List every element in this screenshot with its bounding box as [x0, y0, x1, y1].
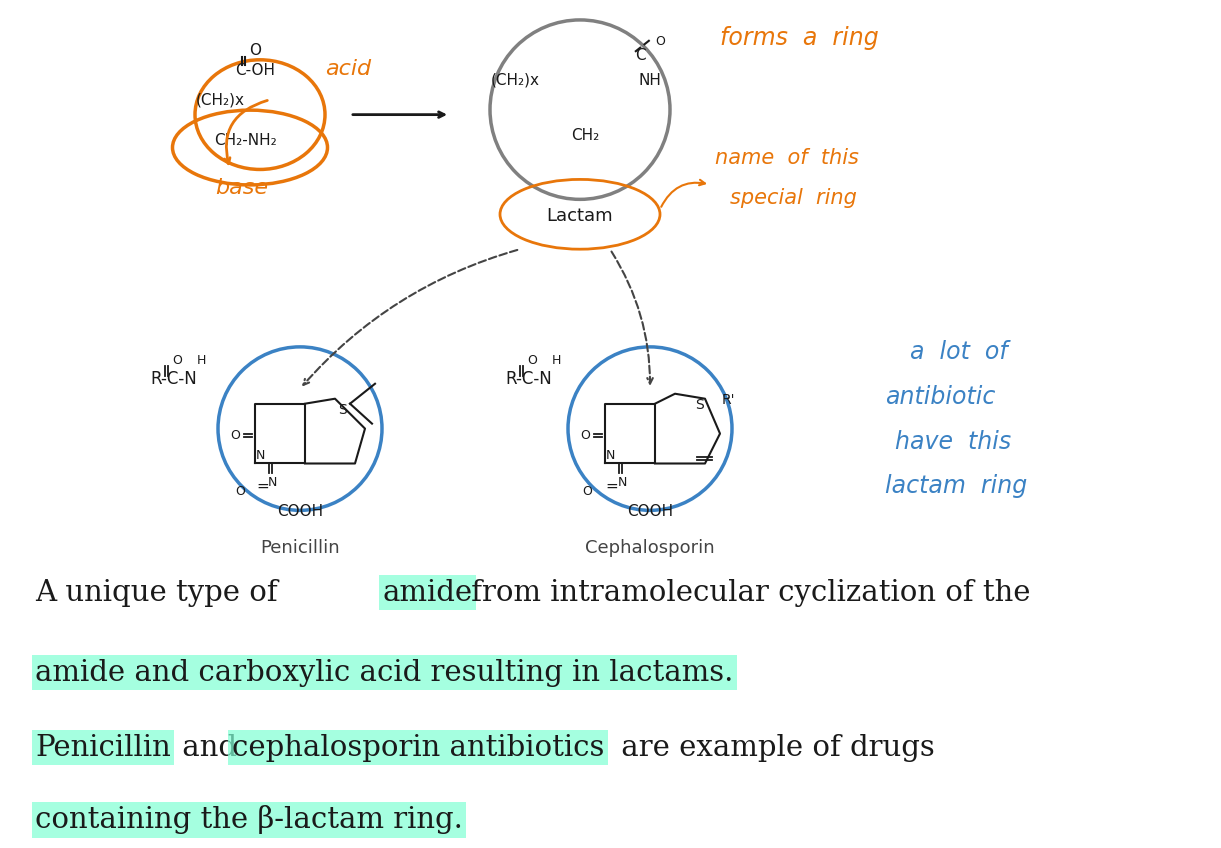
Text: Penicillin: Penicillin	[35, 734, 171, 762]
Text: =: =	[604, 478, 618, 494]
Text: Cephalosporin: Cephalosporin	[585, 539, 714, 557]
Text: COOH: COOH	[277, 505, 324, 519]
Text: amide and carboxylic acid resulting in lactams.: amide and carboxylic acid resulting in l…	[35, 659, 734, 687]
Text: H: H	[197, 354, 206, 367]
Text: Penicillin: Penicillin	[260, 539, 339, 557]
Text: (CH₂)x: (CH₂)x	[491, 73, 540, 87]
Text: O: O	[249, 42, 261, 58]
Text: a  lot  of: a lot of	[910, 340, 1007, 364]
Text: CH₂-NH₂: CH₂-NH₂	[214, 132, 276, 148]
Text: =: =	[256, 478, 269, 494]
Text: are example of drugs: are example of drugs	[612, 734, 935, 762]
Text: N: N	[618, 477, 628, 489]
Text: S: S	[338, 403, 347, 416]
Text: N: N	[606, 449, 615, 461]
Text: C-OH: C-OH	[234, 63, 275, 78]
Text: A unique type of: A unique type of	[35, 579, 287, 607]
Text: R-C-N: R-C-N	[505, 370, 552, 388]
Text: O: O	[654, 35, 665, 47]
Text: O: O	[172, 354, 182, 367]
Text: S: S	[695, 398, 703, 411]
Text: O: O	[230, 428, 239, 442]
Text: N: N	[256, 449, 265, 461]
Text: forms  a  ring: forms a ring	[720, 25, 879, 50]
Text: name  of  this: name of this	[716, 148, 858, 169]
Text: base: base	[215, 178, 269, 198]
Text: COOH: COOH	[626, 505, 673, 519]
Text: CH₂: CH₂	[571, 127, 600, 142]
Text: acid: acid	[325, 59, 371, 79]
Text: Lactam: Lactam	[547, 207, 613, 226]
Text: O: O	[234, 485, 245, 499]
Text: from intramolecular cyclization of the: from intramolecular cyclization of the	[462, 579, 1031, 607]
Text: and: and	[173, 734, 247, 762]
Text: cephalosporin antibiotics: cephalosporin antibiotics	[232, 734, 604, 762]
Text: antibiotic: antibiotic	[885, 385, 995, 409]
Text: C: C	[635, 47, 646, 63]
Text: O: O	[527, 354, 537, 367]
Text: R': R'	[722, 393, 735, 407]
Text: O: O	[580, 428, 590, 442]
Text: containing the β-lactam ring.: containing the β-lactam ring.	[35, 806, 463, 834]
Text: NH: NH	[639, 73, 662, 87]
Text: N: N	[267, 477, 277, 489]
Text: H: H	[552, 354, 562, 367]
Text: have  this: have this	[895, 430, 1011, 454]
Text: (CH₂)x: (CH₂)x	[195, 92, 244, 108]
Text: R-C-N: R-C-N	[150, 370, 197, 388]
Text: special  ring: special ring	[730, 188, 857, 209]
Text: lactam  ring: lactam ring	[885, 474, 1027, 499]
Text: amide: amide	[382, 579, 473, 607]
Text: O: O	[582, 485, 592, 499]
